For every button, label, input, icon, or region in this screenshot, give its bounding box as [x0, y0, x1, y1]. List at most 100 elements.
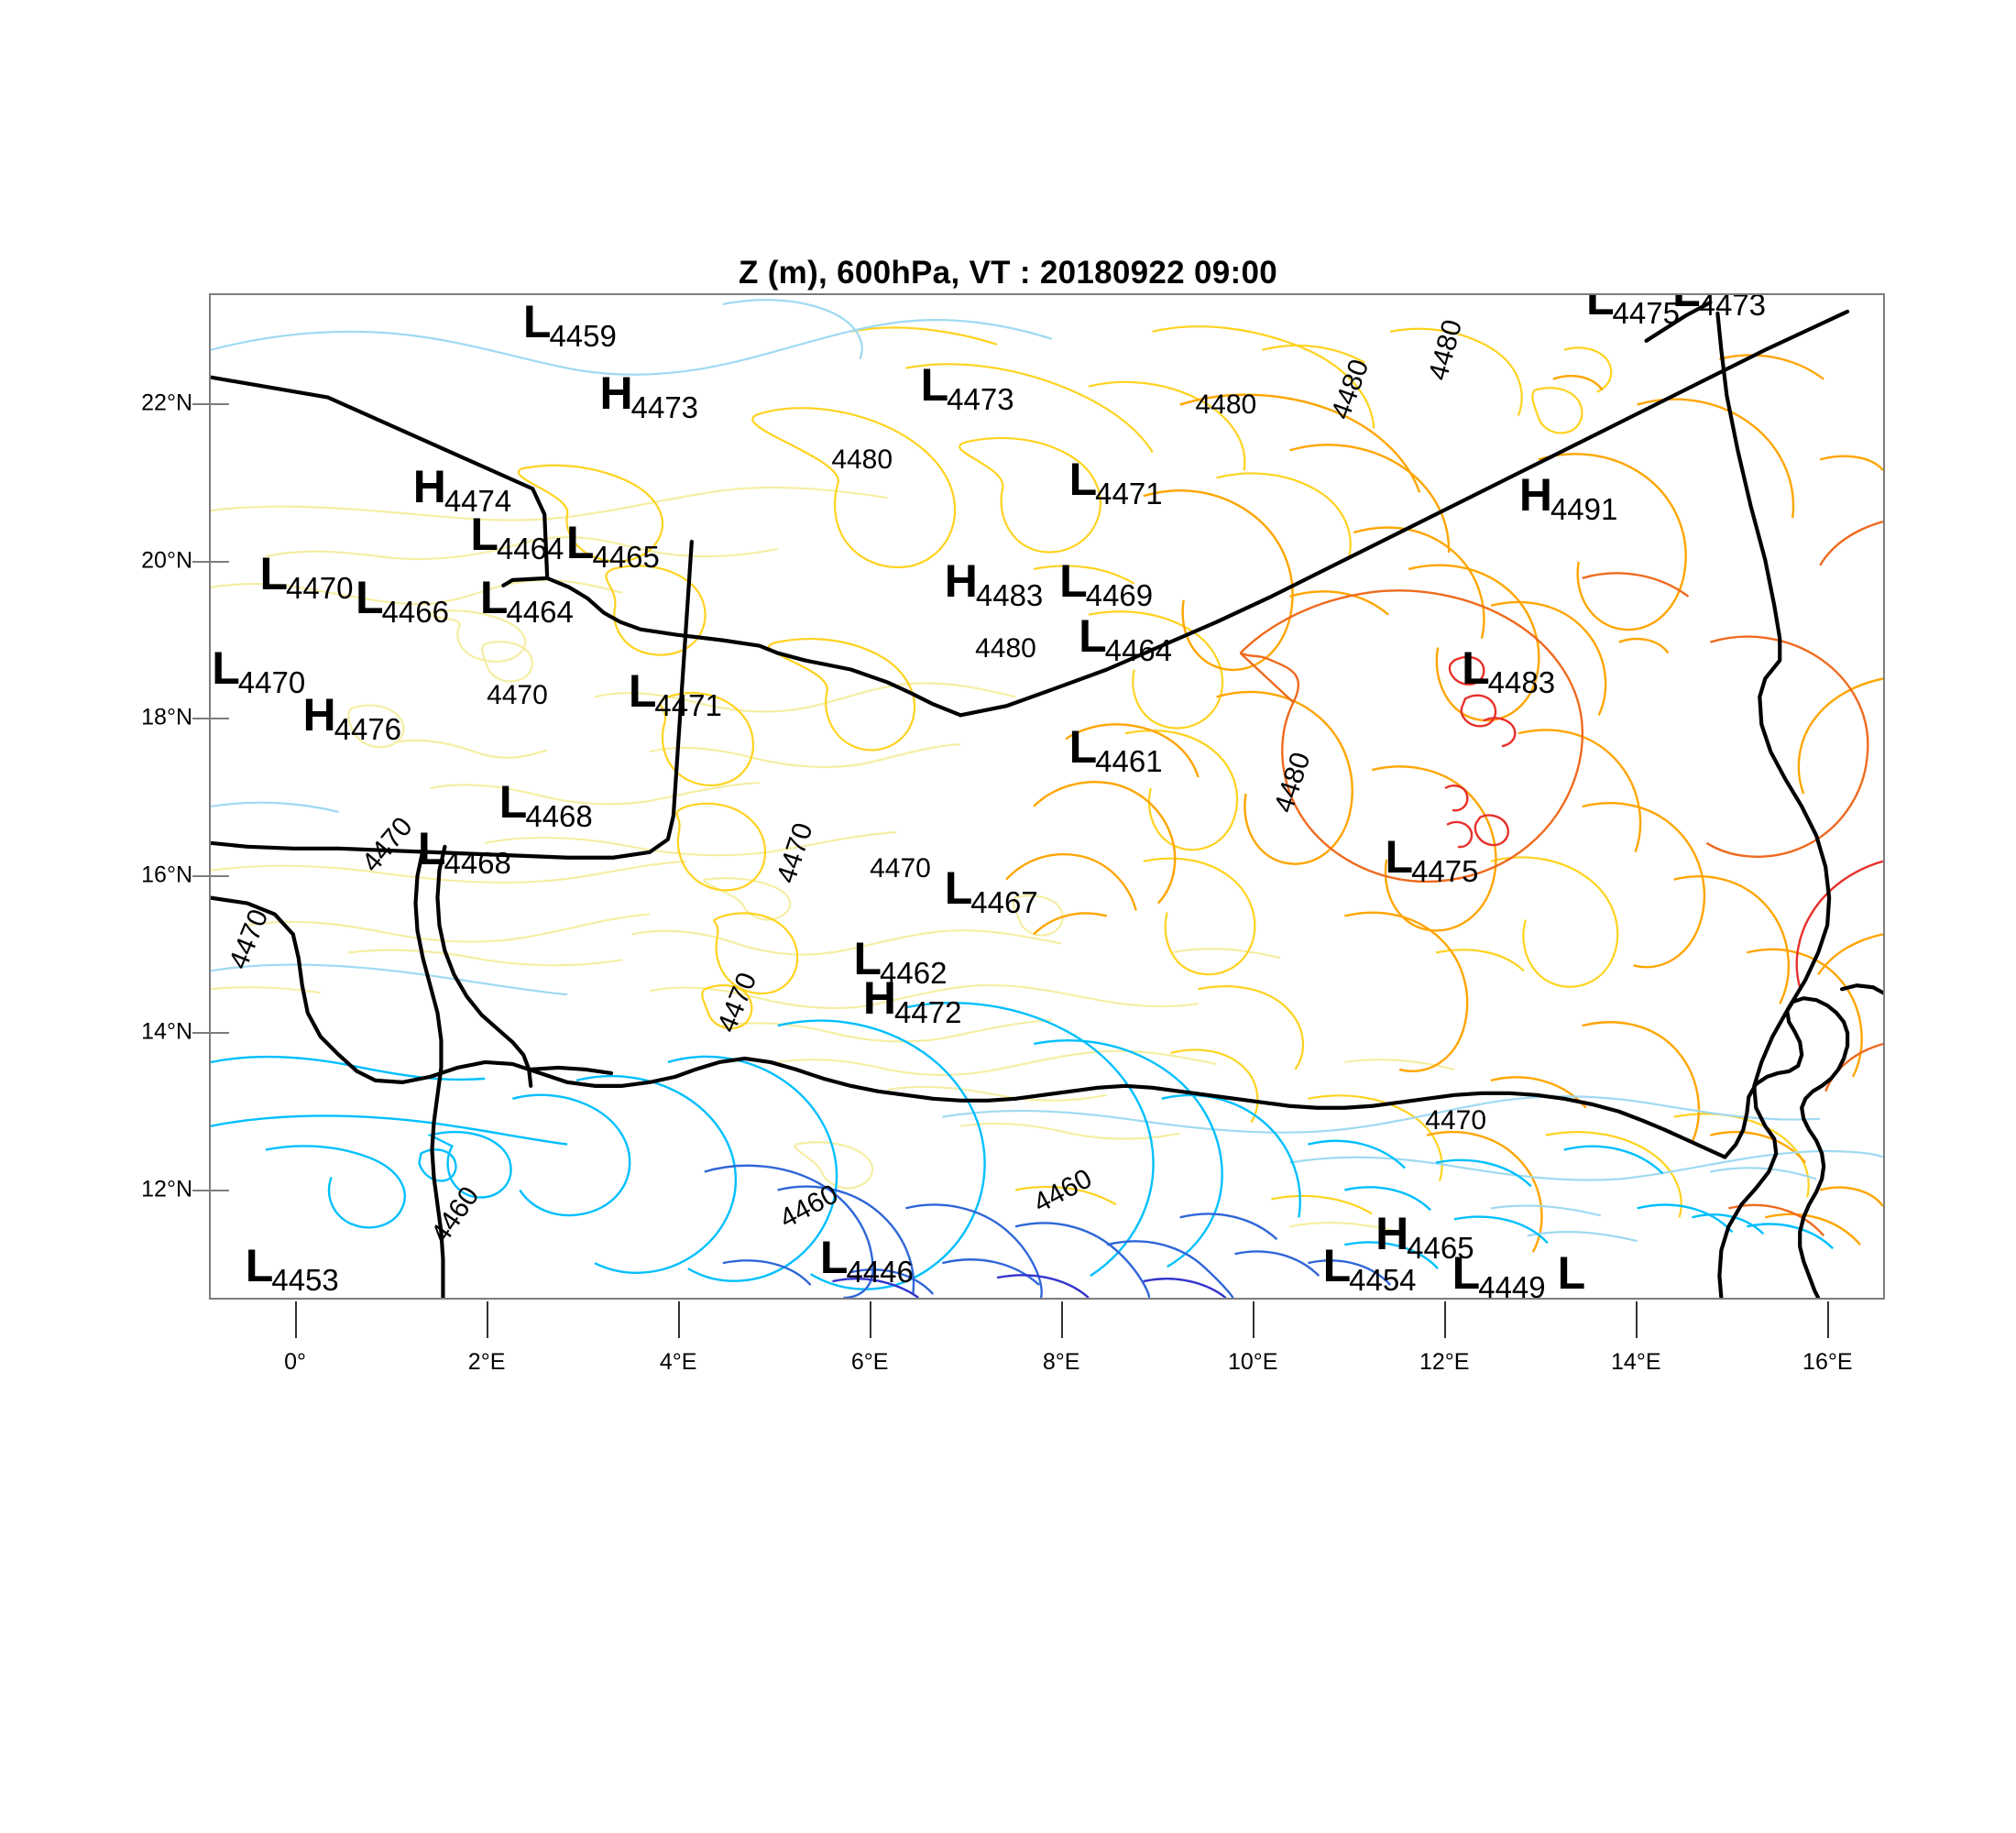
extremum-symbol: L	[565, 516, 595, 568]
low-center-marker: L4459	[522, 296, 619, 351]
contour-group-4475	[517, 325, 1810, 1218]
extremum-symbol: L	[1557, 1247, 1586, 1300]
contour-group-4485	[1239, 520, 1883, 1237]
extremum-symbol: L	[920, 358, 949, 411]
extremum-value: 4470	[237, 664, 306, 699]
x-tick-label: 4°E	[659, 1349, 697, 1375]
extremum-value: 4471	[654, 688, 722, 723]
low-center-marker: L4464	[1079, 610, 1174, 665]
contour-group-4440	[832, 1274, 1227, 1298]
low-center-marker: L4468	[417, 823, 513, 878]
low-center-marker: L4465	[565, 516, 662, 572]
extremum-symbol: L	[1079, 610, 1107, 663]
x-tick-mark	[678, 1301, 681, 1338]
extremum-symbol: L	[944, 862, 973, 914]
x-tick-mark	[487, 1301, 489, 1338]
extremum-symbol: L	[1452, 1247, 1481, 1300]
extremum-symbol: L	[819, 1232, 849, 1284]
extremum-value: 4466	[381, 594, 449, 629]
extremum-value: 4468	[525, 798, 593, 833]
x-tick-mark	[1827, 1301, 1830, 1338]
extremum-symbol: L	[853, 933, 882, 985]
contour-value-label: 4480	[975, 633, 1036, 664]
extremum-symbol: L	[417, 823, 446, 875]
extremum-value: 4454	[1349, 1262, 1417, 1297]
extremum-symbol: L	[628, 665, 657, 718]
contour-group-4490	[1444, 655, 1883, 988]
x-tick-label: 0°	[284, 1349, 307, 1375]
high-center-marker: H4465	[1375, 1208, 1476, 1263]
extremum-value: 4459	[549, 319, 617, 354]
contour-value-label: 4470	[870, 853, 931, 884]
low-center-marker: L4449	[1452, 1247, 1548, 1300]
x-tick-mark	[1636, 1301, 1638, 1338]
y-tick-mark	[192, 1189, 229, 1191]
x-tick-label: 2°E	[467, 1349, 506, 1375]
extremum-symbol: H	[412, 461, 446, 513]
low-center-marker: L4471	[1068, 453, 1165, 509]
extremum-symbol: H	[599, 367, 633, 419]
country-borders	[211, 300, 1883, 1298]
contour-value-label: 4480	[1195, 390, 1257, 421]
y-tick-label: 22°N	[141, 390, 192, 416]
extremum-symbol: L	[522, 296, 552, 348]
extremum-value: 4464	[1104, 633, 1173, 668]
extremum-value: 4472	[894, 995, 962, 1030]
extremum-symbol: L	[1385, 830, 1414, 883]
extremum-symbol: L	[355, 571, 384, 623]
extremum-symbol: L	[499, 775, 528, 828]
low-center-marker: L4475	[1586, 293, 1682, 328]
y-tick-label: 14°N	[141, 1018, 192, 1045]
extremum-symbol: L	[470, 508, 499, 560]
x-tick-mark	[870, 1301, 872, 1338]
extremum-symbol: L	[1068, 453, 1098, 505]
low-center-marker: L4473	[920, 358, 1016, 414]
x-tick-label: 16°E	[1802, 1349, 1853, 1375]
extremum-value: 4464	[496, 531, 564, 565]
extremum-symbol: H	[862, 972, 897, 1025]
extremum-value: 4475	[1411, 853, 1479, 888]
extremum-symbol: L	[479, 571, 509, 623]
y-tick-label: 12°N	[141, 1176, 192, 1202]
extremum-symbol: H	[1375, 1208, 1409, 1260]
extremum-symbol: L	[259, 547, 289, 599]
extremum-symbol: L	[1322, 1239, 1352, 1291]
low-center-marker: L	[1558, 1250, 1586, 1296]
extremum-symbol: L	[1462, 642, 1490, 694]
low-center-marker: L4466	[355, 571, 451, 627]
high-center-marker: H4472	[862, 972, 964, 1027]
x-tick-mark	[1444, 1301, 1447, 1338]
extremum-value: 4469	[1085, 578, 1154, 613]
extremum-value: 4464	[506, 594, 574, 629]
low-center-marker: L	[1883, 480, 1885, 526]
low-center-marker: L4464	[470, 508, 565, 564]
contour-group-4450	[704, 1164, 1392, 1298]
high-center-marker: H4483	[945, 558, 1046, 610]
extremum-symbol: L	[245, 1239, 274, 1291]
page-title: Z (m), 600hPa, VT : 20180922 09:00	[738, 255, 1277, 291]
contour-group-4470	[211, 486, 1455, 1234]
x-tick-label: 12°E	[1419, 1349, 1470, 1375]
extremum-value: 4468	[444, 846, 511, 881]
y-axis-ticks: 22°N 20°N 18°N 16°N 14°N 12°N	[101, 293, 192, 1300]
y-tick-mark	[192, 874, 229, 877]
low-center-marker: L4470	[212, 645, 307, 697]
low-center-marker: L4461	[1069, 724, 1165, 776]
y-tick-label: 18°N	[141, 704, 192, 730]
extremum-symbol: L	[1586, 293, 1615, 324]
low-center-marker: L4473	[1672, 295, 1768, 320]
contour-value-label: 4470	[487, 680, 548, 711]
extremum-value: 4465	[592, 539, 660, 574]
x-tick-mark	[1253, 1301, 1255, 1338]
y-tick-label: 16°N	[141, 862, 192, 888]
x-tick-mark	[295, 1301, 298, 1338]
x-tick-label: 6°E	[850, 1349, 889, 1375]
extremum-value: 4473	[1698, 293, 1767, 322]
extremum-value: 4453	[271, 1262, 339, 1297]
extremum-symbol: H	[1518, 469, 1552, 521]
x-tick-label: 14°E	[1611, 1349, 1661, 1375]
extremum-value: 4473	[630, 390, 699, 424]
y-tick-mark	[192, 560, 229, 563]
y-tick-mark	[192, 403, 229, 406]
